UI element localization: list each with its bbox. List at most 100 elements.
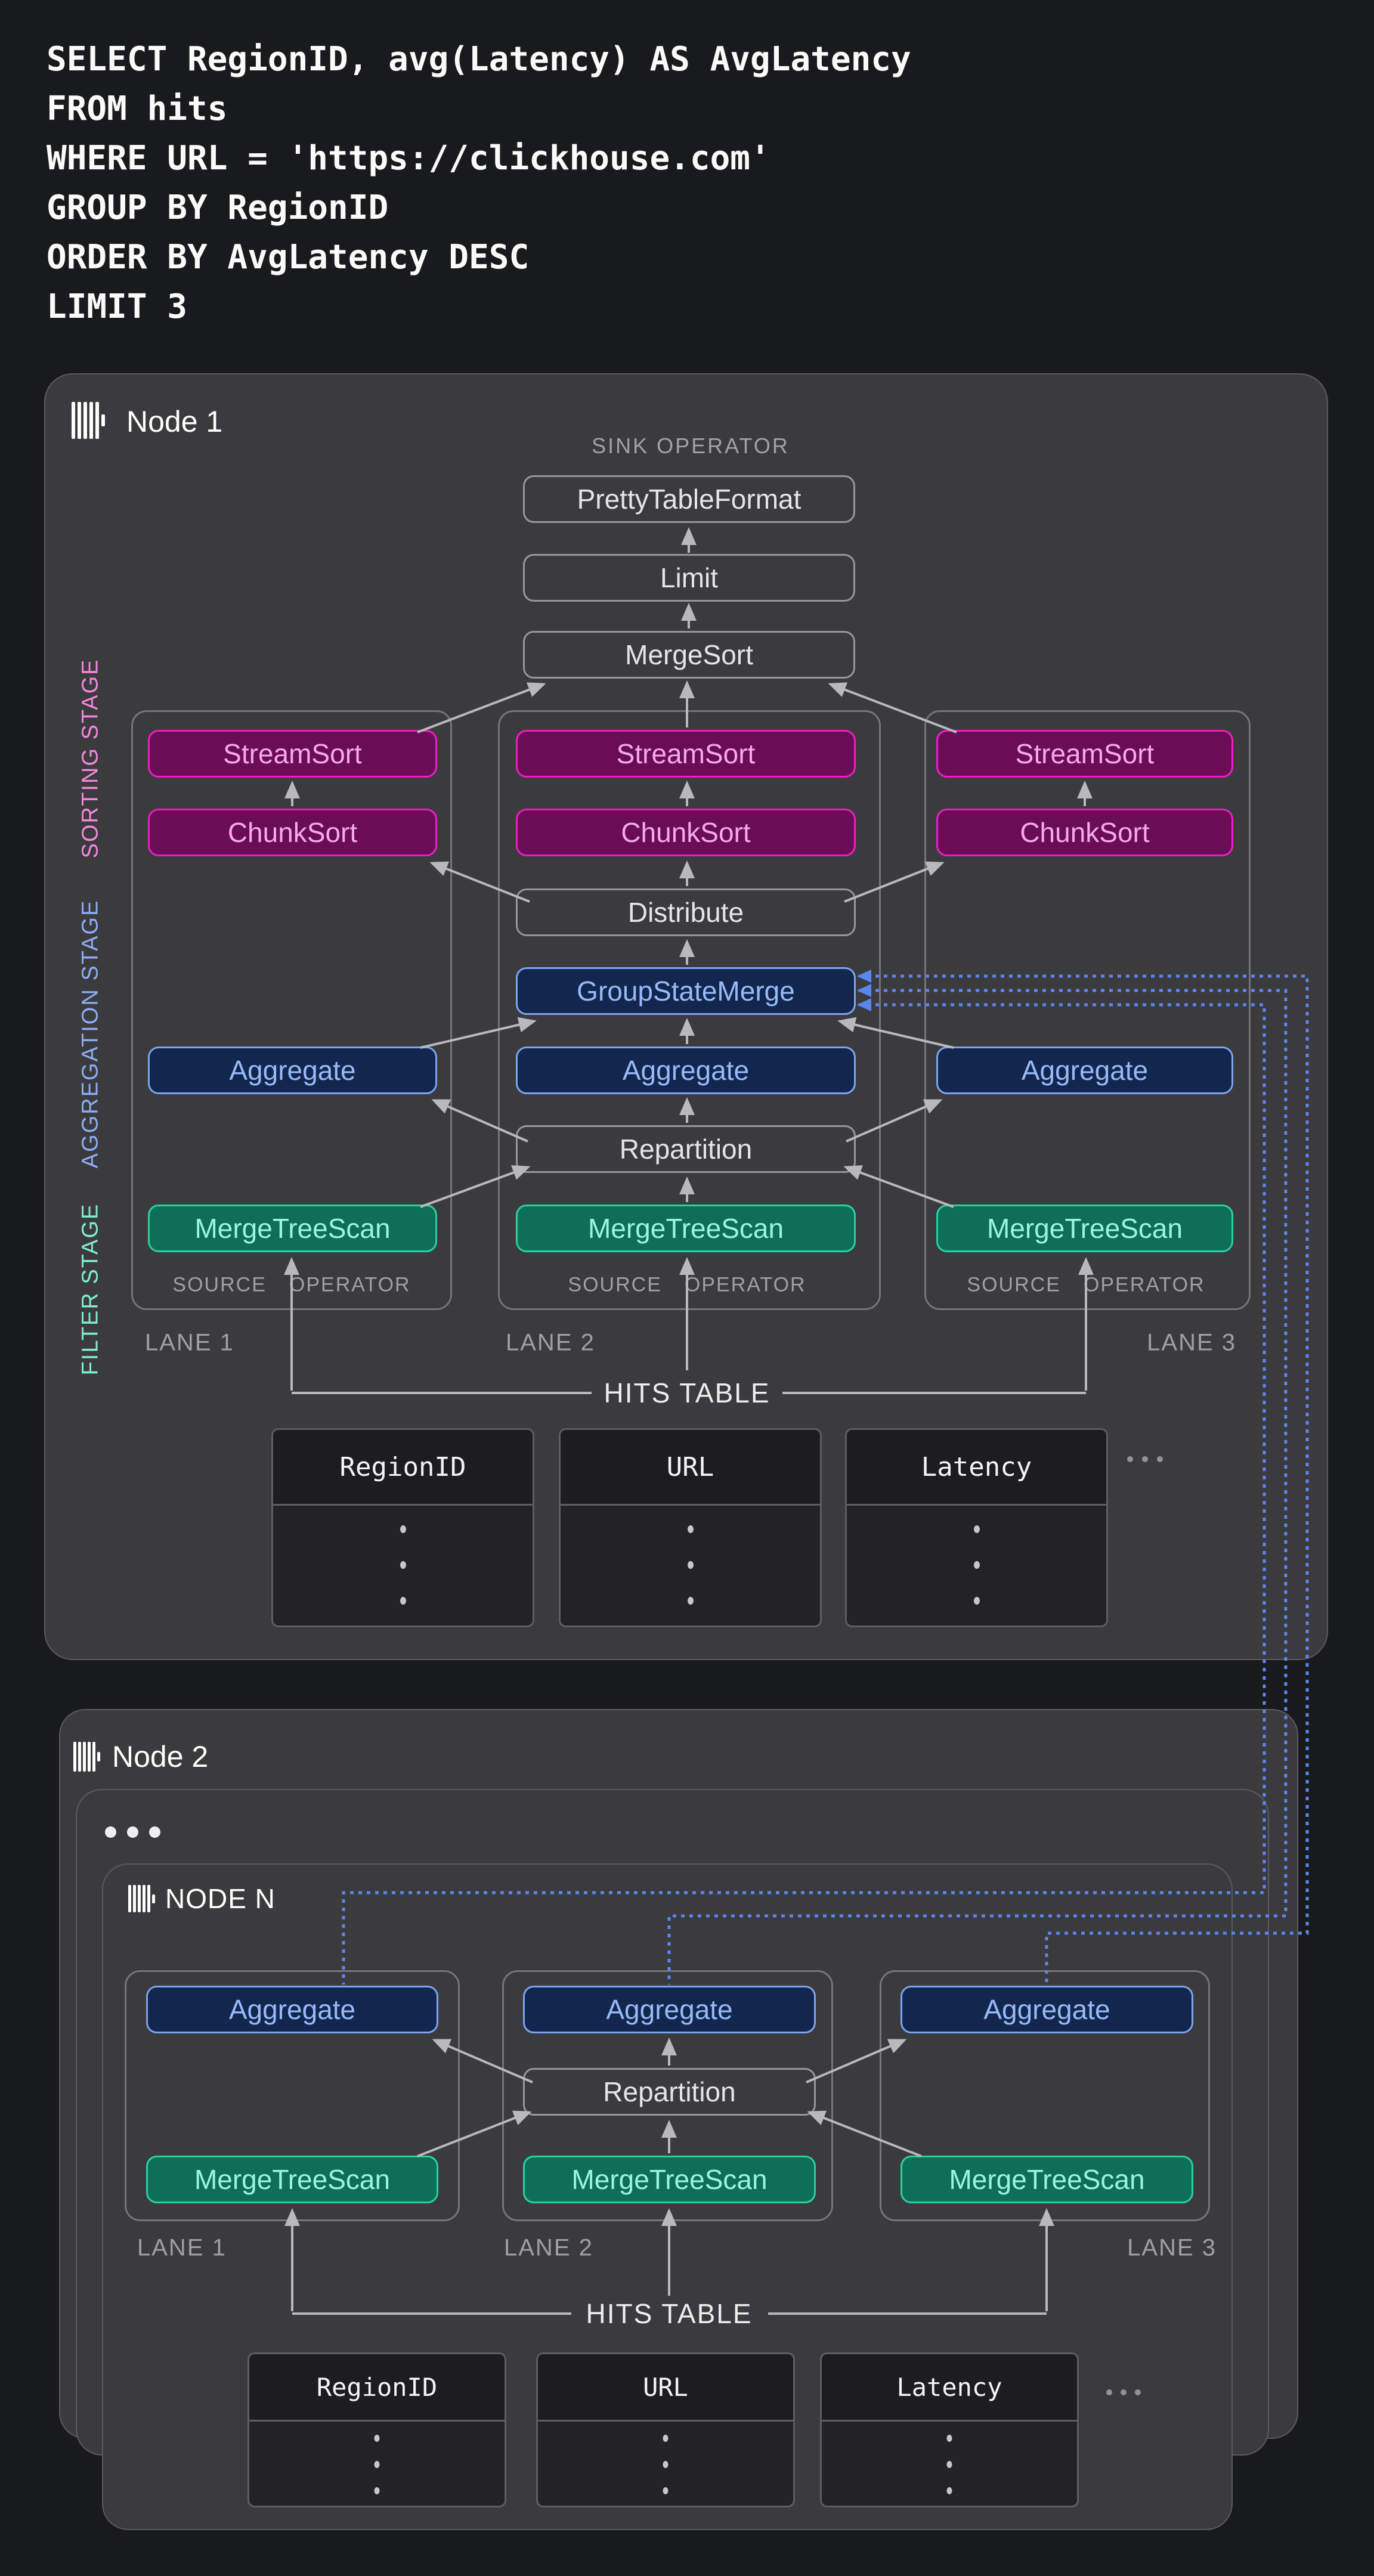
groupstatemerge-box: GroupStateMerge (516, 967, 856, 1015)
source-label: SOURCE (172, 1273, 267, 1296)
source-operator-label-lane3: SOURCE OPERATOR (967, 1274, 1205, 1297)
chunksort-label: ChunkSort (621, 817, 751, 848)
chunksort-label: ChunkSort (1020, 817, 1150, 848)
aggregate-label: Aggregate (1021, 1055, 1149, 1086)
mergetreescan-box-lane2: MergeTreeScan (516, 1205, 856, 1252)
nodeN-hits-table-label: HITS TABLE (586, 2298, 753, 2329)
sql-line-3: WHERE URL = 'https://clickhouse.com' (47, 139, 770, 178)
clickhouse-logo-node2 (73, 1742, 100, 1772)
prettytableformat-box: PrettyTableFormat (523, 475, 855, 523)
aggregate-box-lane2: Aggregate (516, 1046, 856, 1094)
column-rows-dots (687, 1525, 694, 1605)
mergetreescan-label: MergeTreeScan (587, 1213, 784, 1244)
mergetreescan-label: MergeTreeScan (986, 1213, 1183, 1244)
clickhouse-logo-nodeN (128, 1885, 155, 1912)
mergetreescan-label: MergeTreeScan (571, 2164, 768, 2195)
nodeN-aggregate-box-lane2: Aggregate (523, 1986, 816, 2033)
nodeN-lane2-label: LANE 2 (504, 2234, 593, 2261)
stage-label-sorting: SORTING STAGE (78, 658, 103, 859)
repartition-label: Repartition (619, 1134, 753, 1165)
source-label: SOURCE (568, 1273, 662, 1296)
mergetreescan-label: MergeTreeScan (194, 2164, 391, 2195)
column-rows-dots (400, 1525, 406, 1605)
repartition-label: Repartition (603, 2076, 736, 2107)
operator-label: OPERATOR (684, 1273, 806, 1296)
column-header: Latency (822, 2354, 1077, 2422)
nodeN-lane1-label: LANE 1 (137, 2234, 227, 2261)
nodeN-mergetreescan-box-lane2: MergeTreeScan (523, 2156, 816, 2203)
chunksort-label: ChunkSort (227, 817, 358, 848)
operator-label: OPERATOR (289, 1273, 411, 1296)
mergetreescan-label: MergeTreeScan (949, 2164, 1145, 2195)
nodeN-repartition-box: Repartition (523, 2068, 816, 2116)
nodeN-hits-column-url: URL (536, 2352, 795, 2507)
nodeN-mergetreescan-box-lane3: MergeTreeScan (900, 2156, 1193, 2203)
sql-line-4: GROUP BY RegionID (47, 188, 389, 227)
streamsort-label: StreamSort (616, 738, 756, 769)
node1-lane2-label: LANE 2 (506, 1329, 595, 1356)
repartition-box: Repartition (516, 1125, 856, 1173)
mergesort-label: MergeSort (625, 639, 753, 670)
chunksort-box-lane3: ChunkSort (936, 809, 1233, 856)
column-rows-dots (374, 2435, 380, 2494)
chunksort-box-lane2: ChunkSort (516, 809, 856, 856)
nodeN-title: NODE N (165, 1883, 276, 1914)
nodeN-aggregate-box-lane3: Aggregate (900, 1986, 1193, 2033)
groupstatemerge-label: GroupStateMerge (577, 976, 795, 1007)
streamsort-label: StreamSort (223, 738, 362, 769)
distribute-box: Distribute (516, 888, 856, 936)
aggregate-label: Aggregate (228, 1994, 356, 2025)
streamsort-box-lane1: StreamSort (148, 730, 437, 778)
sink-operator-label: SINK OPERATOR (592, 434, 790, 458)
nodeN-more-columns-ellipsis (1106, 2389, 1141, 2395)
operator-label: OPERATOR (1083, 1273, 1205, 1296)
mergetreescan-box-lane3: MergeTreeScan (936, 1205, 1233, 1252)
node1-hits-column-latency: Latency (845, 1428, 1108, 1627)
nodeN-hits-column-latency: Latency (820, 2352, 1079, 2507)
prettytableformat-label: PrettyTableFormat (577, 484, 802, 515)
streamsort-box-lane3: StreamSort (936, 730, 1233, 778)
column-rows-dots (973, 1525, 980, 1605)
source-operator-label-lane1: SOURCE OPERATOR (172, 1274, 410, 1297)
column-header: RegionID (249, 2354, 505, 2422)
node1-hits-column-url: URL (559, 1428, 822, 1627)
node1-lane1-label: LANE 1 (145, 1329, 234, 1356)
column-header: RegionID (273, 1430, 533, 1506)
clickhouse-logo-node1 (72, 402, 105, 439)
source-label: SOURCE (967, 1273, 1061, 1296)
column-header: Latency (847, 1430, 1106, 1506)
distribute-label: Distribute (627, 897, 744, 928)
column-rows-dots (663, 2435, 669, 2494)
limit-box: Limit (523, 554, 855, 602)
aggregate-label: Aggregate (622, 1055, 750, 1086)
mergetreescan-box-lane1: MergeTreeScan (148, 1205, 437, 1252)
column-header: URL (561, 1430, 820, 1506)
aggregate-label: Aggregate (983, 1994, 1110, 2025)
nodeN-mergetreescan-box-lane1: MergeTreeScan (146, 2156, 438, 2203)
aggregate-box-lane1: Aggregate (148, 1046, 437, 1094)
nodeN-aggregate-box-lane1: Aggregate (146, 1986, 438, 2033)
node2-title: Node 2 (112, 1740, 209, 1773)
node1-hits-column-regionid: RegionID (271, 1428, 534, 1627)
aggregate-box-lane3: Aggregate (936, 1046, 1233, 1094)
nodeN-lane3-label: LANE 3 (1127, 2234, 1217, 2261)
stage-label-filter: FILTER STAGE (78, 1203, 103, 1376)
nodeN-hits-column-regionid: RegionID (247, 2352, 506, 2507)
streamsort-label: StreamSort (1015, 738, 1155, 769)
node1-title: Node 1 (126, 405, 223, 438)
sql-line-2: FROM hits (47, 89, 228, 128)
sql-line-1: SELECT RegionID, avg(Latency) AS AvgLate… (47, 40, 911, 79)
node1-hits-table-label: HITS TABLE (604, 1377, 770, 1408)
mergetreescan-label: MergeTreeScan (194, 1213, 391, 1244)
column-header: URL (538, 2354, 793, 2422)
sql-line-6: LIMIT 3 (47, 287, 188, 326)
sql-query: SELECT RegionID, avg(Latency) AS AvgLate… (47, 35, 911, 332)
limit-label: Limit (660, 562, 719, 593)
more-nodes-dots (105, 1826, 160, 1838)
node1-more-columns-ellipsis (1127, 1456, 1163, 1462)
aggregate-label: Aggregate (229, 1055, 356, 1086)
mergesort-box: MergeSort (523, 631, 855, 679)
source-operator-label-lane2: SOURCE OPERATOR (568, 1274, 806, 1297)
sql-line-5: ORDER BY AvgLatency DESC (47, 238, 530, 277)
